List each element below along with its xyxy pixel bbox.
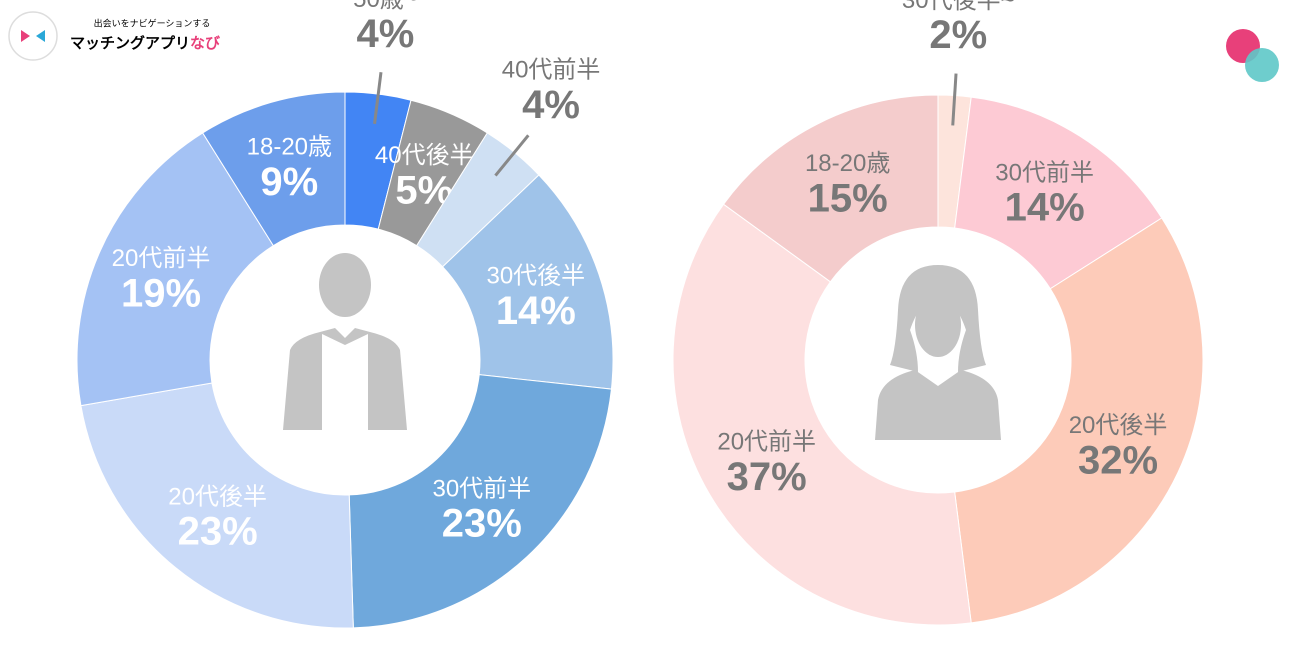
category-label: 50歳~ xyxy=(353,0,418,13)
logo: 出会いをナビゲーションする マッチングアプリなび xyxy=(8,11,220,61)
donut-slice xyxy=(76,132,274,407)
value-label: 19% xyxy=(121,271,201,315)
category-label: 20代前半 xyxy=(717,429,816,456)
icons xyxy=(283,253,1001,440)
value-label: 37% xyxy=(727,455,807,499)
category-label: 30代前半 xyxy=(432,475,531,502)
category-label: 18-20歳 xyxy=(805,150,890,177)
female-icon xyxy=(875,265,1001,440)
leader-line xyxy=(951,73,958,126)
value-label: 9% xyxy=(260,160,318,204)
value-label: 23% xyxy=(178,510,258,554)
charts: 50歳~4%40代後半5%40代前半4%30代後半14%30代前半23%20代後… xyxy=(76,0,1204,629)
logo-name-accent: なび xyxy=(190,35,220,52)
category-label: 20代後半 xyxy=(168,483,267,510)
logo-badge xyxy=(8,11,58,61)
value-label: 15% xyxy=(808,176,888,220)
value-label: 4% xyxy=(522,83,580,127)
category-label: 20代後半 xyxy=(1069,412,1168,439)
value-label: 14% xyxy=(1005,186,1085,230)
donut-slice xyxy=(954,96,1163,290)
category-label: 30代後半~ xyxy=(902,0,1015,14)
value-label: 2% xyxy=(929,13,987,57)
logo-name-main: マッチングアプリ xyxy=(70,34,190,52)
donut-slice xyxy=(441,174,614,390)
value-label: 14% xyxy=(496,289,576,333)
donut-slice xyxy=(348,374,612,629)
donut-slice xyxy=(722,94,939,283)
value-label: 32% xyxy=(1078,438,1158,482)
logo-arrow xyxy=(21,30,30,42)
donut-slice xyxy=(672,203,972,626)
category-label: 40代後半 xyxy=(375,142,474,169)
value-label: 23% xyxy=(442,501,522,545)
category-label: 30代前半 xyxy=(995,159,1094,186)
value-label: 4% xyxy=(357,12,415,56)
leader-line xyxy=(494,134,530,177)
decor-circle xyxy=(1245,48,1279,82)
category-label: 30代後半 xyxy=(486,263,585,290)
donut-slice xyxy=(80,382,354,629)
category-label: 40代前半 xyxy=(502,57,601,84)
logo-tagline: 出会いをナビゲーションする xyxy=(94,17,211,28)
male-icon xyxy=(283,253,407,430)
category-label: 18-20歳 xyxy=(247,134,332,161)
donut-slice xyxy=(201,91,346,247)
donut-slice xyxy=(954,217,1204,624)
logo-name: マッチングアプリなび xyxy=(70,34,220,52)
leader-line xyxy=(373,72,383,125)
logo-arrow xyxy=(36,30,45,42)
category-label: 20代前半 xyxy=(112,245,211,272)
